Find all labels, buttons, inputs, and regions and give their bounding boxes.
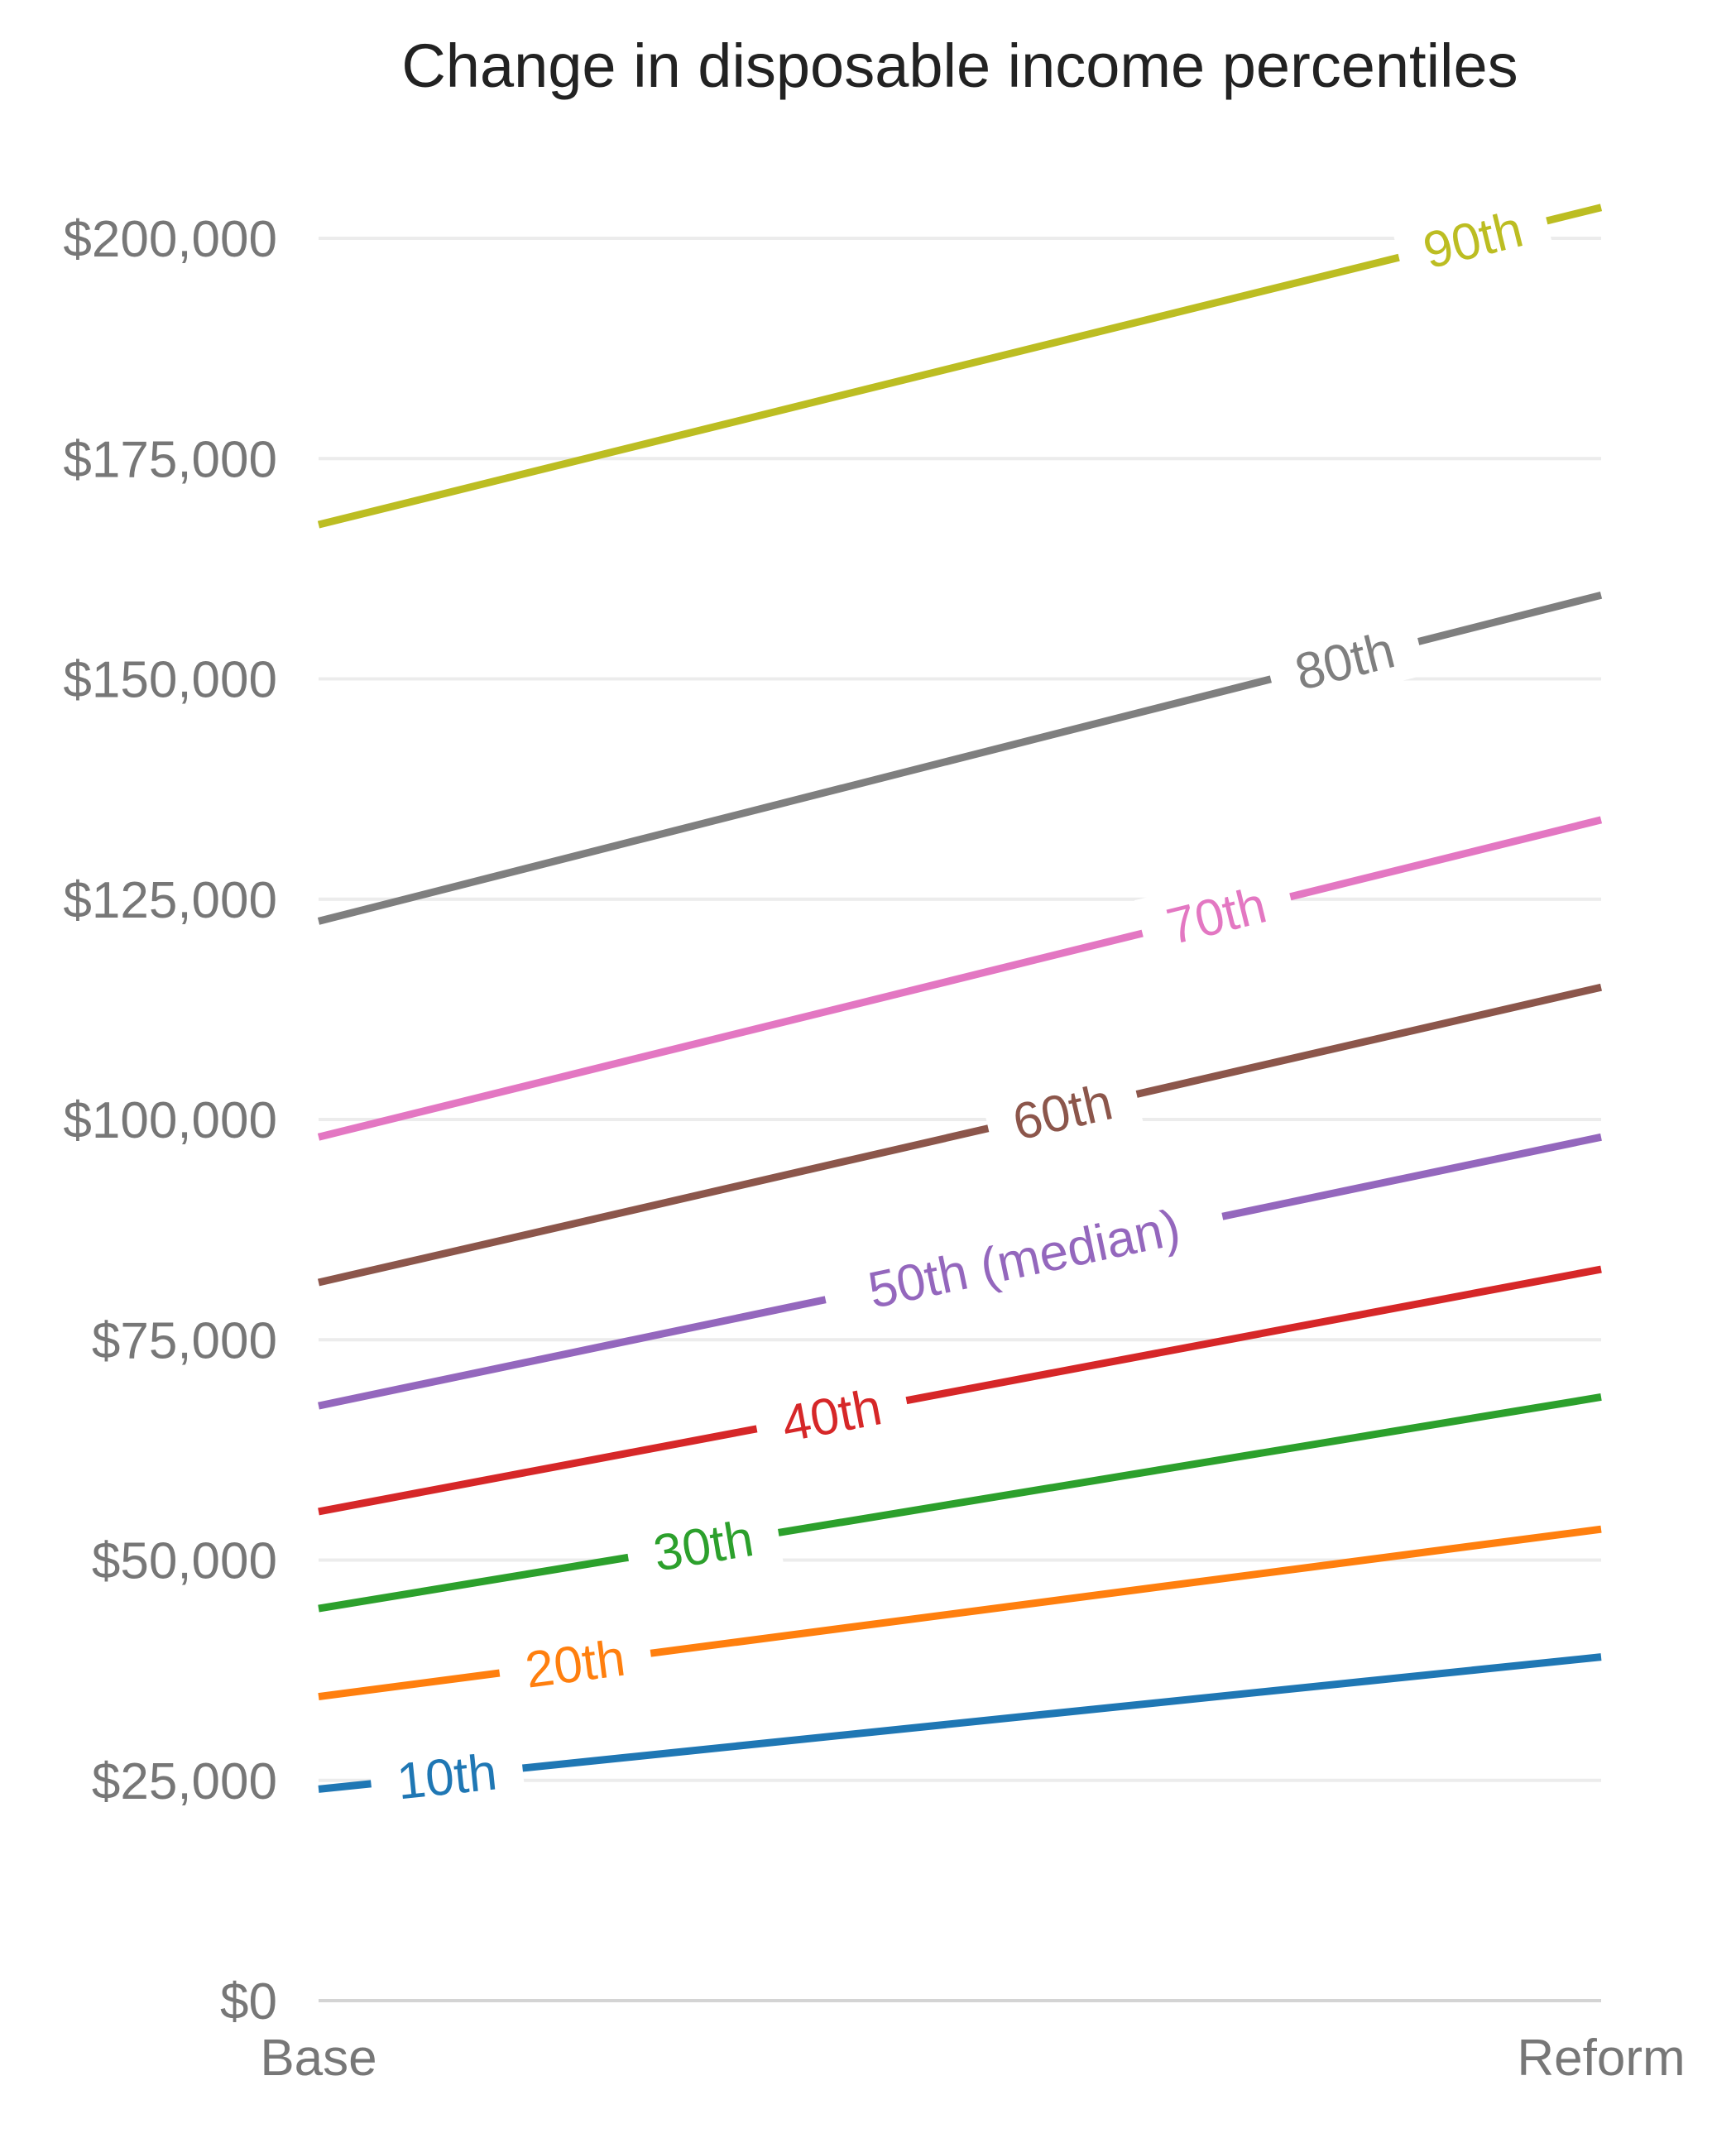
series-label: 20th — [522, 1630, 629, 1699]
series-label-background — [1134, 864, 1299, 966]
series-9: 90th — [317, 188, 1603, 529]
series-label: 90th — [1418, 201, 1529, 280]
series-label-group: 30th — [622, 1498, 784, 1591]
series-label-group: 80th — [1262, 608, 1427, 712]
series-line — [317, 983, 1603, 1287]
series-label: 50th (median) — [864, 1199, 1186, 1320]
chart-title: Change in disposable income percentiles — [401, 31, 1518, 100]
series-label-group: 70th — [1134, 864, 1299, 966]
y-tick-label: $50,000 — [92, 1533, 277, 1590]
series-line — [318, 1393, 1602, 1613]
series-label-background — [981, 1061, 1144, 1162]
y-tick-label: $150,000 — [63, 652, 277, 709]
series-label-group: 50th (median) — [818, 1183, 1230, 1333]
series-label-group: 40th — [750, 1367, 914, 1463]
y-tick-label: $0 — [220, 1973, 277, 2030]
series-line — [317, 204, 1603, 529]
series-line — [317, 816, 1603, 1141]
series-label-background — [1390, 188, 1556, 290]
y-tick-label: $75,000 — [92, 1312, 277, 1369]
series-line — [318, 1265, 1602, 1516]
y-tick-label: $125,000 — [63, 872, 277, 929]
series-label: 60th — [1008, 1073, 1118, 1151]
series-label-background — [750, 1367, 914, 1463]
series-label-group: 10th — [367, 1734, 526, 1818]
series-label-background — [622, 1498, 784, 1591]
series-7: 70th — [317, 816, 1603, 1141]
series-label-background — [1262, 608, 1427, 712]
series-4: 40th — [318, 1265, 1602, 1516]
series-label-background — [495, 1619, 655, 1707]
series-3: 30th — [318, 1393, 1602, 1613]
series-label-background — [818, 1183, 1230, 1333]
y-tick-label: $175,000 — [63, 431, 277, 488]
series-label: 70th — [1162, 876, 1273, 956]
series-label-group: 90th — [1390, 188, 1556, 290]
x-axis-tick-labels: Base Reform — [260, 2030, 1685, 2087]
series-8: 80th — [317, 591, 1603, 925]
x-tick-label: Base — [260, 2030, 376, 2087]
series-label-group: 60th — [981, 1061, 1144, 1162]
series-lines: 10th 20th 30th 40th 50th (median) 60th 70th 80t… — [317, 188, 1603, 1818]
y-axis-tick-labels: $0 $25,000 $50,000 $75,000 $100,000 $125,000 $… — [63, 211, 277, 2030]
series-5: 50th (median) — [318, 1133, 1602, 1410]
x-tick-label: Reform — [1517, 2030, 1685, 2087]
series-1: 10th — [318, 1653, 1602, 1818]
gridlines — [319, 237, 1601, 2002]
y-tick-label: $25,000 — [92, 1753, 277, 1810]
series-label: 10th — [395, 1743, 500, 1810]
series-6: 60th — [317, 983, 1603, 1287]
y-tick-label: $100,000 — [63, 1092, 277, 1149]
series-label-background — [367, 1734, 526, 1818]
series-2: 20th — [318, 1525, 1602, 1707]
series-label: 80th — [1289, 621, 1400, 702]
series-line — [318, 1653, 1602, 1793]
series-label-group: 20th — [495, 1619, 655, 1707]
y-tick-label: $200,000 — [63, 211, 277, 268]
